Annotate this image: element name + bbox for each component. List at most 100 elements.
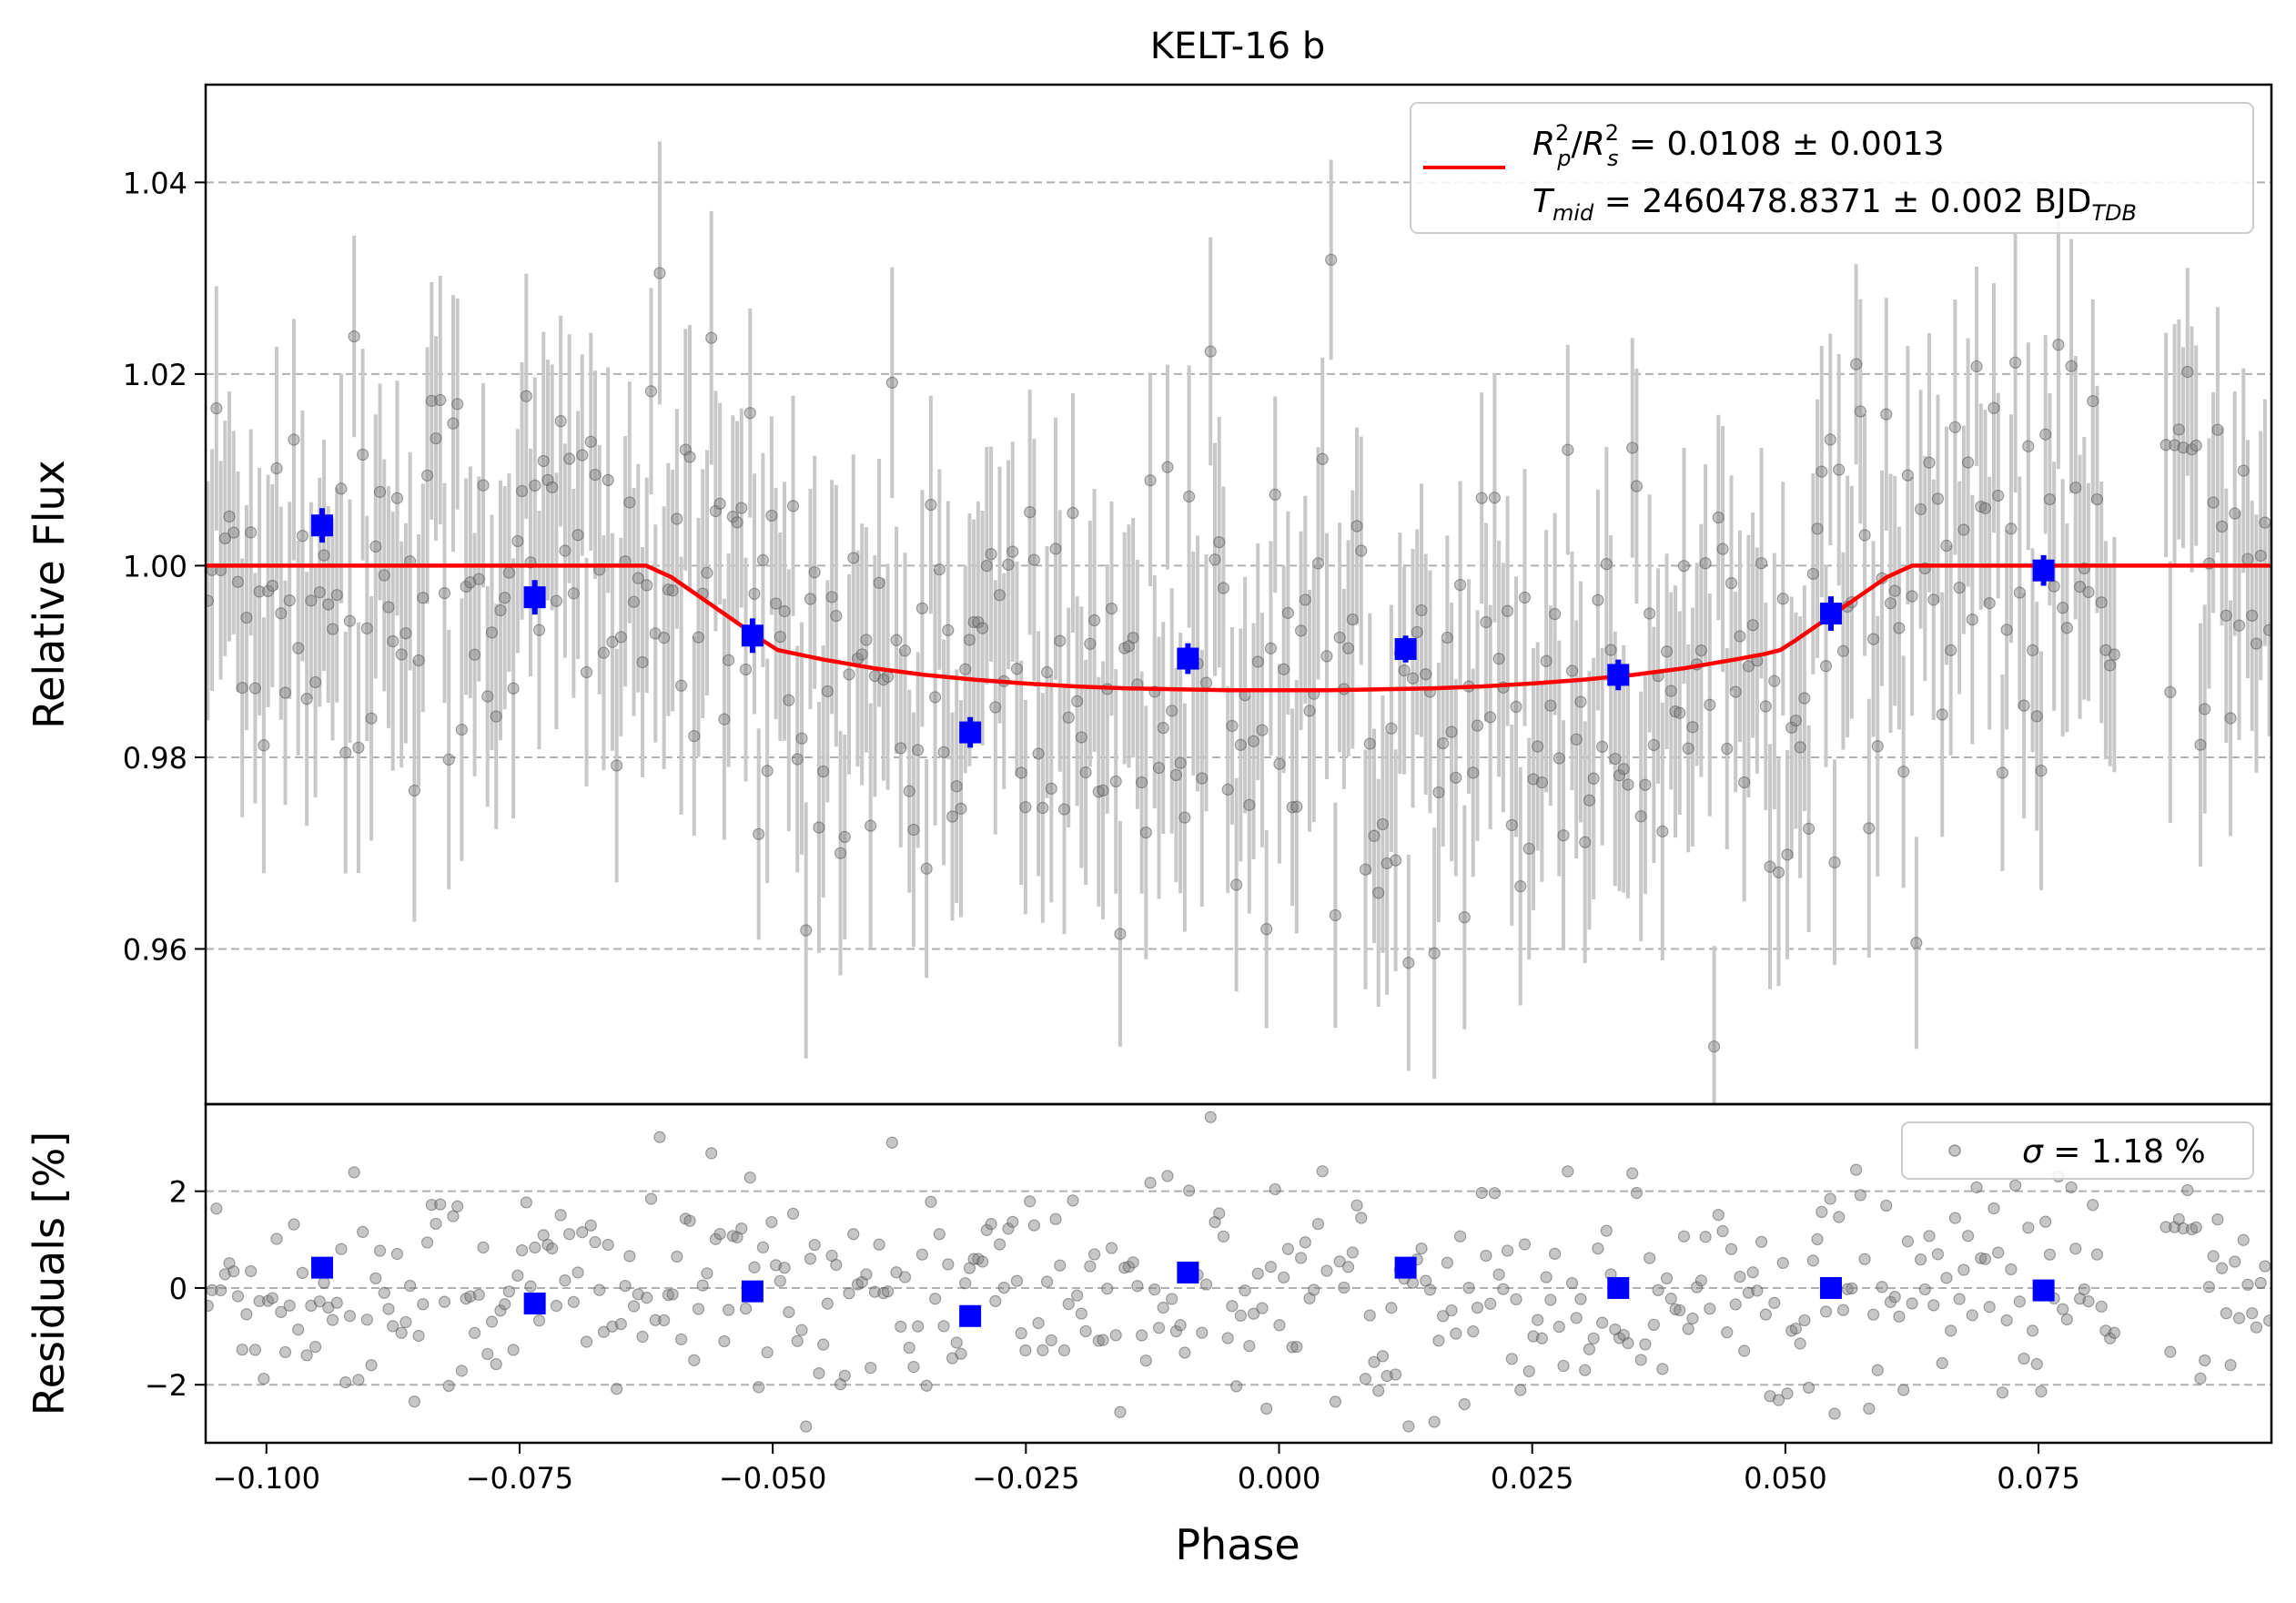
raw-flux-point <box>1622 778 1634 791</box>
raw-flux-point <box>1437 736 1450 750</box>
residual-point <box>898 1271 912 1283</box>
residual-point <box>1996 1386 2009 1399</box>
raw-flux-point <box>2220 609 2232 622</box>
raw-flux-point <box>2013 586 2026 599</box>
residual-point <box>1978 1253 1992 1265</box>
residual-legend-box <box>1901 1121 2254 1180</box>
residual-point <box>1144 1176 1157 1189</box>
residual-point <box>1768 1296 1781 1309</box>
residual-point <box>653 1131 666 1143</box>
raw-flux-point <box>369 540 382 553</box>
residual-point <box>1562 1165 1574 1178</box>
raw-flux-point <box>2060 622 2073 634</box>
residual-point <box>641 1292 653 1304</box>
residual-point <box>451 1200 464 1212</box>
residual-point <box>1437 1310 1450 1323</box>
raw-flux-point <box>804 593 817 605</box>
residual-point <box>1535 1332 1549 1344</box>
raw-flux-point <box>270 462 283 475</box>
residual-point <box>2009 1179 2022 1192</box>
raw-flux-point <box>2073 581 2087 594</box>
raw-flux-point <box>420 469 434 482</box>
raw-flux-point <box>748 587 761 600</box>
raw-flux-point <box>412 654 425 667</box>
residual-point <box>666 1288 679 1301</box>
raw-flux-point <box>1174 756 1187 769</box>
raw-flux-point <box>692 631 705 644</box>
raw-flux-point <box>2005 522 2018 535</box>
raw-flux-point <box>1806 567 1819 581</box>
residual-point <box>1514 1384 1527 1396</box>
raw-errorbars <box>206 141 2271 1104</box>
binned-residual-points <box>310 1256 2055 1327</box>
raw-flux-point <box>1871 740 1884 753</box>
residual-point <box>240 1308 253 1321</box>
raw-flux-point <box>382 601 395 614</box>
x-ticks: −0.100 −0.075 −0.050 −0.025 0.000 0.025 0.050 0… <box>213 1443 2080 1496</box>
residual-point <box>1067 1194 1079 1207</box>
raw-flux-point <box>1798 692 1811 705</box>
raw-flux-point <box>390 492 404 504</box>
residual-point <box>1183 1184 1196 1197</box>
raw-flux-point <box>1256 724 1269 736</box>
top-y-tick-label: 1.00 <box>123 549 187 583</box>
raw-flux-point <box>1488 492 1501 504</box>
residual-point <box>481 1347 494 1361</box>
raw-flux-point <box>335 482 348 495</box>
raw-flux-point <box>326 623 339 635</box>
residual-point <box>400 1315 412 1329</box>
raw-flux-point <box>2090 492 2104 506</box>
raw-flux-point <box>735 502 748 514</box>
raw-flux-point <box>611 759 623 772</box>
raw-flux-point <box>895 742 907 755</box>
residual-point <box>2263 1314 2271 1327</box>
raw-flux-point <box>1785 721 1798 734</box>
raw-flux-point <box>1996 766 2009 779</box>
residual-point <box>1488 1187 1501 1200</box>
raw-flux-point <box>1084 637 1097 650</box>
residual-point <box>468 1326 481 1339</box>
residual-point <box>1880 1199 1893 1212</box>
residual-point <box>2090 1248 2104 1261</box>
residual-point <box>352 1374 365 1386</box>
residual-point <box>1109 1329 1122 1342</box>
raw-flux-point <box>1359 863 1372 876</box>
residual-point <box>434 1198 447 1211</box>
raw-flux-point <box>1049 543 1062 555</box>
raw-flux-point <box>395 648 408 661</box>
raw-flux-point <box>976 622 989 634</box>
raw-flux-point <box>1626 441 1639 454</box>
residual-point <box>412 1329 425 1343</box>
raw-flux-point <box>360 622 373 634</box>
legend-sigma-label: σ = 1.18 % <box>2022 1133 2206 1171</box>
raw-flux-point <box>438 586 451 600</box>
residual-point <box>253 1294 266 1307</box>
raw-flux-point <box>1707 1040 1721 1053</box>
raw-flux-point <box>817 765 830 778</box>
raw-flux-point <box>1114 928 1127 940</box>
raw-flux-points <box>206 253 2271 1053</box>
residual-point <box>1957 1263 1970 1276</box>
raw-flux-point <box>1441 631 1453 644</box>
residual-point <box>718 1334 731 1348</box>
binned-flux-point <box>1177 647 1199 670</box>
residual-y-axis-label: Residuals [%] <box>25 1131 74 1415</box>
residual-point <box>206 1299 214 1313</box>
residual-point <box>1006 1215 1019 1228</box>
residual-point <box>1441 1256 1453 1269</box>
raw-flux-point <box>1144 474 1157 487</box>
residual-point <box>373 1244 387 1257</box>
residual-point <box>455 1365 468 1377</box>
residual-point <box>1798 1314 1811 1327</box>
residual-point <box>485 1315 499 1328</box>
raw-flux-point <box>451 398 464 411</box>
raw-flux-point <box>912 744 925 756</box>
residual-point <box>696 1279 709 1292</box>
binned-residual-point <box>2032 1279 2055 1302</box>
residual-point <box>1811 1233 1824 1246</box>
residual-point <box>1729 1298 1742 1311</box>
residual-point <box>1311 1217 1325 1231</box>
raw-flux-point <box>980 559 993 573</box>
raw-flux-point <box>993 589 1006 602</box>
